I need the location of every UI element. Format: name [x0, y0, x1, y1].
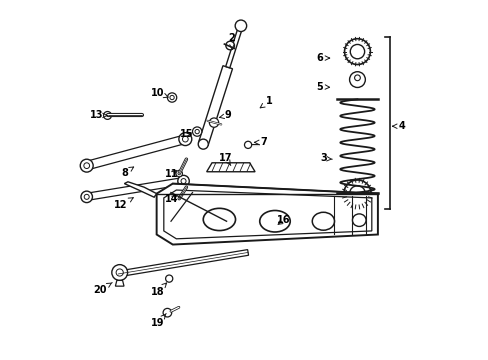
Text: 12: 12: [114, 198, 133, 210]
Circle shape: [176, 195, 182, 202]
Circle shape: [209, 118, 218, 127]
Circle shape: [225, 41, 234, 50]
Polygon shape: [163, 190, 371, 239]
Circle shape: [112, 265, 127, 280]
Circle shape: [80, 159, 93, 172]
Circle shape: [84, 194, 89, 199]
Circle shape: [165, 275, 172, 282]
Text: 7: 7: [254, 138, 267, 147]
Circle shape: [244, 141, 251, 148]
Text: 19: 19: [151, 314, 166, 328]
Polygon shape: [206, 163, 255, 172]
Circle shape: [176, 170, 182, 177]
Circle shape: [235, 20, 246, 32]
Polygon shape: [198, 66, 232, 146]
Text: 15: 15: [180, 129, 193, 139]
Circle shape: [198, 139, 208, 149]
Circle shape: [169, 95, 174, 100]
Text: 16: 16: [277, 215, 290, 225]
Circle shape: [116, 269, 123, 276]
Text: 8: 8: [121, 167, 133, 178]
Polygon shape: [115, 280, 124, 286]
Polygon shape: [85, 135, 186, 170]
Circle shape: [178, 175, 189, 187]
Text: 18: 18: [151, 283, 166, 297]
Text: 5: 5: [316, 82, 329, 92]
Circle shape: [163, 309, 171, 317]
Circle shape: [182, 136, 188, 142]
Text: 10: 10: [151, 88, 168, 98]
Text: 11: 11: [165, 169, 179, 179]
Circle shape: [181, 179, 185, 184]
Polygon shape: [86, 177, 184, 201]
Text: 3: 3: [319, 153, 332, 163]
Text: 6: 6: [316, 53, 329, 63]
Polygon shape: [156, 184, 377, 244]
Polygon shape: [225, 25, 243, 68]
Text: 1: 1: [260, 96, 272, 108]
Circle shape: [344, 39, 369, 64]
Circle shape: [343, 180, 370, 207]
Text: 17: 17: [219, 153, 232, 166]
Circle shape: [103, 112, 111, 120]
Text: 14: 14: [165, 194, 179, 204]
Text: 13: 13: [90, 111, 107, 121]
Text: 9: 9: [219, 111, 231, 121]
Circle shape: [192, 127, 202, 136]
Text: 20: 20: [93, 283, 112, 295]
Circle shape: [349, 44, 364, 59]
Circle shape: [83, 163, 89, 168]
Text: 4: 4: [392, 121, 405, 131]
Circle shape: [167, 93, 176, 102]
Circle shape: [179, 133, 191, 145]
Circle shape: [349, 186, 365, 202]
Polygon shape: [124, 182, 156, 197]
Text: 2: 2: [228, 33, 235, 49]
Circle shape: [81, 191, 92, 203]
Circle shape: [195, 130, 199, 134]
Polygon shape: [118, 249, 248, 277]
